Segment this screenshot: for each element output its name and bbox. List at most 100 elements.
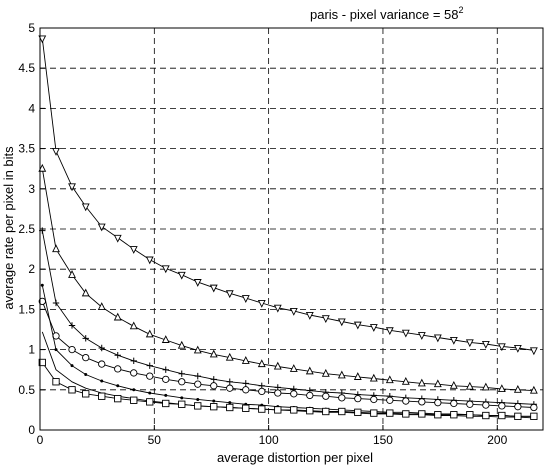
data-point-4-3 (84, 373, 88, 377)
y-tick-label-2: 1 (28, 343, 35, 357)
data-point-0-27 (465, 339, 474, 348)
data-point-4-12 (228, 401, 232, 405)
data-point-3-4 (98, 360, 106, 368)
data-point-1-29 (497, 384, 506, 393)
data-point-1-24 (417, 378, 426, 387)
data-point-6-3 (82, 390, 90, 398)
data-point-6-20 (354, 408, 362, 416)
data-point-0-3 (81, 203, 90, 212)
data-point-3-30 (514, 403, 522, 411)
data-point-3-7 (146, 372, 154, 380)
data-point-6-7 (146, 398, 154, 406)
data-point-0-2 (68, 183, 76, 192)
data-point-0-9 (177, 271, 186, 280)
data-point-6-10 (194, 402, 202, 410)
data-point-1-2 (68, 270, 76, 278)
data-point-3-31 (530, 403, 538, 412)
data-point-3-20 (354, 394, 362, 403)
data-point-0-1 (52, 148, 60, 156)
data-point-0-7 (145, 256, 154, 265)
data-point-1-17 (305, 366, 314, 375)
data-point-6-28 (482, 411, 490, 420)
x-axis-label: average distortion per pixel (217, 450, 373, 465)
data-point-3-8 (162, 375, 170, 383)
data-point-4-1 (54, 348, 58, 352)
data-point-6-30 (514, 412, 522, 420)
x-tick-label-4: 200 (487, 433, 507, 447)
data-point-4-4 (100, 379, 104, 383)
data-point-1-23 (401, 376, 410, 385)
data-point-0-24 (417, 332, 426, 340)
data-point-1-31 (529, 385, 538, 394)
y-tick-label-0: 0 (28, 423, 35, 437)
data-point-4-2 (70, 364, 74, 368)
data-point-6-19 (338, 407, 346, 416)
y-axis-label: average rate per pixel in bits (1, 146, 16, 310)
y-tick-label-7: 3.5 (18, 142, 35, 156)
y-tick-label-3: 1.5 (18, 302, 35, 316)
series-6 (38, 358, 538, 420)
data-point-4-6 (132, 388, 136, 392)
data-point-6-24 (418, 410, 426, 418)
data-point-0-31 (529, 347, 538, 356)
x-tick-label-1: 50 (148, 433, 162, 447)
data-point-6-0 (38, 358, 46, 367)
data-point-2-9 (178, 370, 185, 377)
data-point-6-2 (68, 386, 76, 394)
data-point-1-25 (433, 379, 442, 388)
series-2 (39, 227, 538, 408)
data-point-3-13 (242, 386, 250, 394)
data-point-3-17 (306, 391, 314, 400)
data-point-3-22 (386, 396, 394, 404)
data-point-1-12 (225, 352, 234, 361)
data-point-3-16 (290, 390, 298, 398)
data-point-1-0 (38, 163, 47, 172)
data-point-0-4 (97, 223, 106, 232)
data-point-2-13 (242, 380, 249, 387)
data-point-0-26 (449, 336, 458, 345)
data-point-3-9 (178, 378, 186, 386)
data-point-3-19 (338, 394, 346, 402)
series-layer (38, 35, 538, 420)
data-point-2-5 (114, 352, 121, 359)
data-point-6-9 (178, 400, 186, 408)
data-point-2-10 (194, 372, 201, 380)
data-point-1-7 (145, 329, 154, 338)
data-point-1-22 (385, 375, 394, 384)
data-point-2-3 (82, 335, 89, 342)
data-point-6-29 (498, 411, 506, 420)
data-point-2-8 (162, 366, 169, 373)
data-point-6-4 (98, 392, 106, 400)
y-tick-label-10: 5 (28, 21, 35, 35)
data-point-4-10 (196, 397, 200, 401)
data-point-1-9 (177, 340, 186, 349)
data-point-3-3 (82, 353, 90, 362)
data-point-4-7 (148, 391, 152, 395)
data-point-2-11 (210, 376, 217, 383)
data-point-1-1 (52, 244, 60, 253)
data-point-6-1 (52, 378, 60, 386)
data-point-0-20 (353, 321, 362, 330)
data-point-3-2 (68, 345, 76, 354)
data-point-0-0 (38, 35, 47, 44)
y-tick-label-6: 3 (28, 182, 35, 196)
series-line-0 (41, 38, 534, 351)
data-point-6-6 (130, 396, 138, 404)
data-point-1-28 (481, 382, 490, 391)
data-point-0-14 (257, 299, 266, 308)
series-3 (38, 297, 538, 412)
data-point-3-14 (258, 387, 266, 396)
chart-title-superscript: 2 (459, 5, 464, 15)
data-point-1-26 (449, 380, 458, 389)
data-point-3-27 (466, 400, 474, 408)
data-point-1-14 (257, 359, 266, 368)
data-point-2-4 (98, 344, 105, 352)
data-point-6-17 (306, 407, 314, 415)
x-tick-label-3: 150 (373, 433, 393, 447)
data-point-3-23 (402, 397, 410, 405)
data-point-1-11 (209, 349, 218, 358)
data-point-4-5 (116, 384, 120, 388)
data-point-2-7 (146, 362, 153, 369)
data-point-6-27 (466, 411, 474, 419)
